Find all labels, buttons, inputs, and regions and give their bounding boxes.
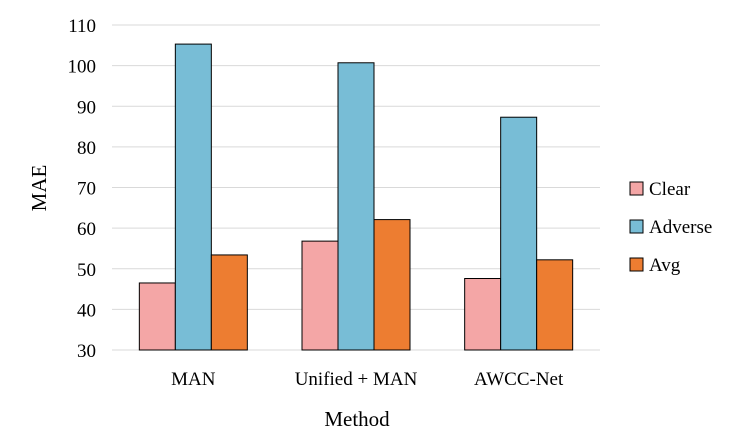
y-tick-label: 110 [68, 16, 96, 37]
y-tick-label: 70 [77, 179, 96, 200]
y-tick-label: 100 [68, 57, 97, 78]
x-axis-title: Method [324, 407, 390, 431]
bar-avg-2 [536, 259, 574, 351]
x-tick-label: MAN [171, 369, 216, 390]
legend-swatch-avg [629, 257, 644, 272]
bar-adverse-2 [500, 116, 538, 351]
bars [138, 43, 574, 351]
bar-adverse-0 [174, 43, 212, 351]
y-tick-label: 30 [77, 341, 96, 362]
y-tick-label: 60 [77, 219, 96, 240]
legend: Clear Adverse Avg [629, 179, 712, 276]
x-tick-label: Unified + MAN [295, 369, 418, 390]
legend-label: Avg [649, 255, 681, 276]
y-tick-label: 90 [77, 97, 96, 118]
legend-swatch-adverse [629, 219, 644, 234]
y-tick-label: 50 [77, 260, 96, 281]
bar-avg-1 [373, 219, 411, 351]
legend-swatch-clear [629, 181, 644, 196]
y-tick-label: 40 [77, 300, 96, 321]
x-axis-ticks: MAN Unified + MAN AWCC-Net [171, 369, 564, 390]
legend-label: Clear [649, 179, 691, 200]
bar-adverse-1 [337, 62, 375, 351]
bar-avg-0 [210, 254, 248, 351]
bar-clear-0 [138, 282, 176, 351]
x-tick-label: AWCC-Net [474, 369, 564, 390]
y-tick-label: 80 [77, 138, 96, 159]
bar-clear-1 [301, 240, 339, 351]
legend-label: Adverse [649, 217, 712, 238]
y-axis-title: MAE [27, 165, 51, 212]
y-axis-ticks: 30 40 50 60 70 80 90 100 110 [68, 16, 97, 362]
bar-clear-2 [464, 278, 502, 351]
